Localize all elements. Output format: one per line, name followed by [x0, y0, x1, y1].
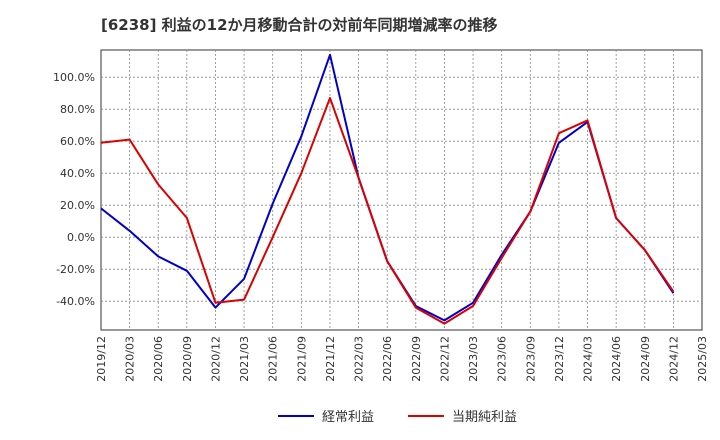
x-tick-label: 2020/03 — [124, 336, 137, 382]
x-tick-label: 2022/03 — [353, 336, 366, 382]
series-lines — [100, 53, 675, 325]
y-tick-label: -20.0% — [56, 263, 95, 276]
x-tick-label: 2024/06 — [610, 336, 623, 382]
x-tick-label: 2022/06 — [381, 336, 394, 382]
x-tick-label: 2024/12 — [667, 336, 680, 382]
x-tick-label: 2023/12 — [553, 336, 566, 382]
plot-area — [100, 49, 703, 331]
x-tick-label: 2024/09 — [639, 336, 652, 382]
x-tick-label: 2025/03 — [696, 336, 709, 382]
legend-label: 当期純利益 — [452, 410, 517, 425]
x-tick-label: 2019/12 — [95, 336, 108, 382]
y-axis-ticks: -40.0% -20.0% 0.0% 20.0% 40.0% 60.0% 80.0% 100.… — [53, 71, 95, 308]
y-tick-label: 0.0% — [67, 231, 95, 244]
legend-label: 経常利益 — [322, 410, 374, 425]
x-axis-ticks: 2019/12 2020/03 2020/06 2020/09 2020/12 2021/… — [95, 336, 709, 382]
x-tick-label: 2020/06 — [152, 336, 165, 382]
y-tick-label: 40.0% — [60, 167, 95, 180]
x-tick-label: 2020/12 — [209, 336, 222, 382]
y-tick-label: 80.0% — [60, 103, 95, 116]
x-tick-label: 2021/06 — [267, 336, 280, 382]
x-tick-label: 2023/03 — [467, 336, 480, 382]
x-tick-label: 2022/09 — [410, 336, 423, 382]
chart-title: [6238] 利益の12か月移動合計の対前年同期増減率の推移 — [101, 16, 498, 34]
x-tick-label: 2023/09 — [524, 336, 537, 382]
x-tick-label: 2022/12 — [438, 336, 451, 382]
x-tick-label: 2023/06 — [496, 336, 509, 382]
series-line-2 — [100, 97, 675, 325]
x-tick-label: 2020/09 — [181, 336, 194, 382]
x-tick-label: 2024/03 — [582, 336, 595, 382]
x-tick-label: 2021/12 — [324, 336, 337, 382]
y-tick-label: 20.0% — [60, 199, 95, 212]
x-tick-label: 2021/09 — [295, 336, 308, 382]
x-tick-label: 2021/03 — [238, 336, 251, 382]
y-tick-label: 60.0% — [60, 135, 95, 148]
y-tick-label: 100.0% — [53, 71, 95, 84]
y-tick-label: -40.0% — [56, 295, 95, 308]
legend: 経常利益 当期純利益 — [278, 410, 517, 425]
